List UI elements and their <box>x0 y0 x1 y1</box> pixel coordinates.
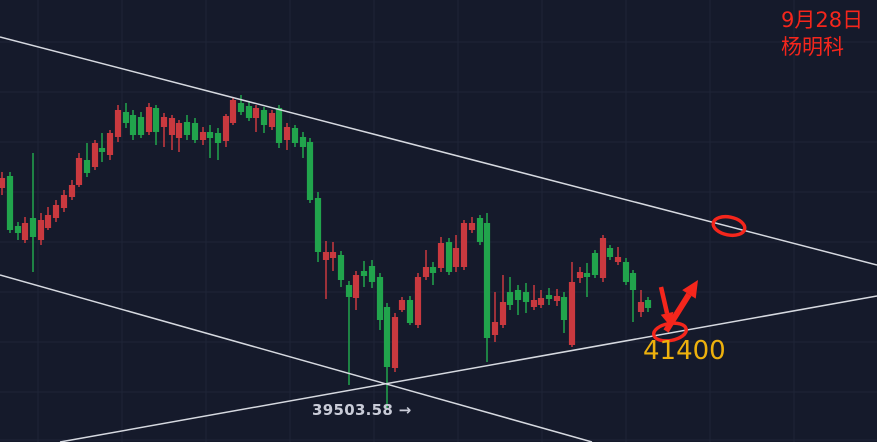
candle-body <box>599 238 607 278</box>
candle-body <box>44 215 52 228</box>
candle-body <box>106 133 114 155</box>
candle-body <box>245 106 253 118</box>
candle-body <box>553 296 561 301</box>
candle-body <box>622 262 630 282</box>
candle-body <box>360 271 368 276</box>
candle-body <box>114 110 122 137</box>
bounce-up-arrow-head <box>682 280 698 299</box>
candle-body <box>406 300 414 323</box>
candle-body <box>614 257 622 262</box>
candle-body <box>568 282 576 345</box>
candle-body <box>145 107 153 132</box>
candle-body <box>252 108 260 118</box>
candle-body <box>268 113 276 127</box>
drop-to-support-arrow-shaft <box>658 286 670 314</box>
candle-body <box>14 226 22 233</box>
candle-body <box>237 103 245 112</box>
lower-channel-support-line <box>0 274 593 442</box>
candle-body <box>91 143 99 167</box>
candle-body <box>260 110 268 125</box>
candle-body <box>606 248 614 257</box>
candle-body <box>368 266 376 282</box>
candle-body <box>445 242 453 272</box>
candle-body <box>545 295 553 299</box>
candle-body <box>275 108 283 143</box>
candle-body <box>391 317 399 368</box>
candle-body <box>422 267 430 277</box>
candle-body <box>491 322 499 335</box>
candle-body <box>576 272 584 278</box>
candle-body <box>299 137 307 147</box>
candle-body <box>530 300 538 307</box>
candle-body <box>629 273 637 290</box>
candle-body <box>322 252 330 260</box>
candle-body <box>583 273 591 277</box>
candle-body <box>314 198 322 252</box>
candle-body <box>468 223 476 230</box>
candle-body <box>514 290 522 300</box>
candle-body <box>152 108 160 132</box>
candle-body <box>68 185 76 197</box>
candle-body <box>483 223 491 338</box>
candle-body <box>591 253 599 275</box>
candle-body <box>283 127 291 140</box>
candle-body <box>437 243 445 268</box>
candle-body <box>52 205 60 218</box>
candle-body <box>191 123 199 140</box>
candle-body <box>37 220 45 240</box>
candle-body <box>345 285 353 297</box>
candle-body <box>560 297 568 320</box>
ascending-support-line <box>59 295 877 442</box>
candle-body <box>160 117 168 127</box>
candle-body <box>75 158 83 185</box>
candle-body <box>398 300 406 310</box>
upper-channel-resistance-line <box>0 36 877 266</box>
candle-body <box>506 292 514 305</box>
candle-body <box>137 117 145 135</box>
candle-body <box>214 133 222 143</box>
candle-body <box>452 248 460 267</box>
candle-body <box>537 298 545 305</box>
candle-body <box>644 300 652 308</box>
candle-body <box>329 252 337 258</box>
resistance-target-circle <box>711 214 747 238</box>
candle-body <box>229 100 237 123</box>
candle-body <box>222 116 230 141</box>
bounce-up-arrow-shaft <box>663 292 692 333</box>
candle-body <box>499 302 507 325</box>
candle-body <box>383 307 391 367</box>
candle-body <box>183 122 191 135</box>
candle-body <box>168 118 176 135</box>
candle-body <box>376 277 384 320</box>
candle-body <box>122 112 130 123</box>
candle-body <box>98 148 106 152</box>
candle-body <box>199 132 207 140</box>
candle-body <box>429 267 437 273</box>
candle-body <box>414 277 422 325</box>
candle-body <box>60 195 68 208</box>
candle-body <box>129 115 137 135</box>
candle-body <box>476 218 484 242</box>
candle-body <box>291 128 299 143</box>
candle-body <box>306 142 314 200</box>
candle-body <box>175 123 183 138</box>
candle-body <box>21 223 29 240</box>
candle-body <box>522 292 530 302</box>
candle-body <box>29 218 37 237</box>
candle-body <box>206 132 214 138</box>
candle-body <box>637 302 645 312</box>
candle-body <box>0 178 6 188</box>
candle-body <box>337 255 345 280</box>
candle-body <box>83 160 91 173</box>
candle-body <box>352 275 360 298</box>
candle-body <box>460 223 468 267</box>
candle-body <box>6 176 14 230</box>
